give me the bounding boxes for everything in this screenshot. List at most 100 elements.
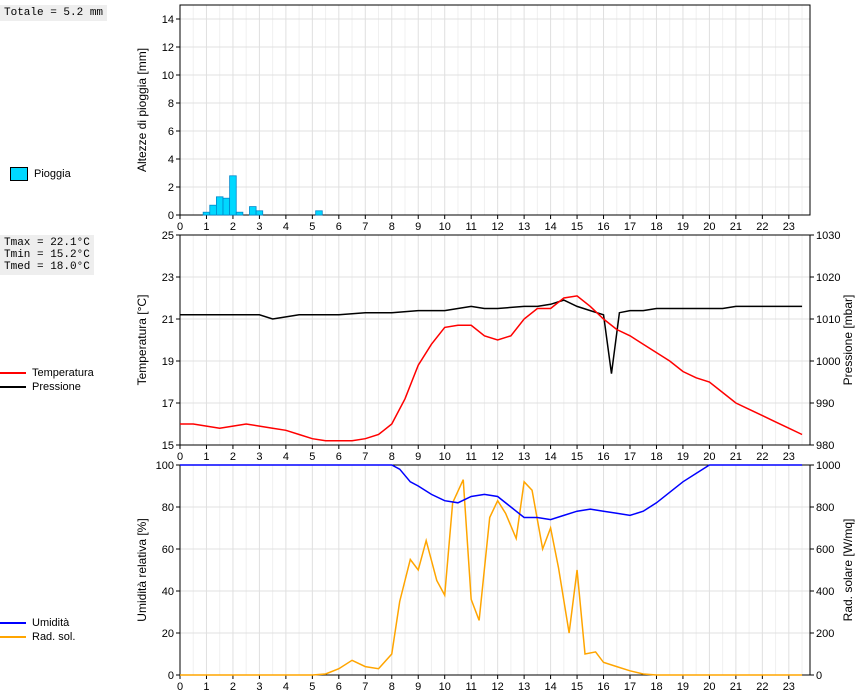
svg-text:5: 5 bbox=[309, 221, 315, 233]
svg-text:9: 9 bbox=[415, 681, 421, 690]
svg-text:20: 20 bbox=[703, 681, 715, 690]
legend-hum-label: Umidità bbox=[32, 617, 69, 629]
svg-text:600: 600 bbox=[816, 544, 834, 556]
legend-pressione: Pressione bbox=[0, 381, 94, 393]
svg-text:5: 5 bbox=[309, 681, 315, 690]
svg-text:6: 6 bbox=[336, 451, 342, 463]
svg-text:16: 16 bbox=[597, 451, 609, 463]
svg-text:Pressione [mbar]: Pressione [mbar] bbox=[841, 295, 855, 386]
svg-text:Altezze di pioggia [mm]: Altezze di pioggia [mm] bbox=[135, 48, 149, 172]
rain-swatch bbox=[10, 167, 28, 181]
svg-text:17: 17 bbox=[624, 221, 636, 233]
svg-text:10: 10 bbox=[439, 451, 451, 463]
rad-line-swatch bbox=[0, 636, 26, 638]
svg-text:10: 10 bbox=[162, 70, 174, 82]
press-line-swatch bbox=[0, 386, 26, 388]
svg-text:12: 12 bbox=[492, 681, 504, 690]
svg-text:6: 6 bbox=[336, 221, 342, 233]
svg-text:Temperatura [°C]: Temperatura [°C] bbox=[135, 295, 149, 386]
svg-text:14: 14 bbox=[544, 221, 556, 233]
svg-text:14: 14 bbox=[544, 681, 556, 690]
svg-text:Umidità relativa [%]: Umidità relativa [%] bbox=[135, 518, 149, 621]
svg-text:13: 13 bbox=[518, 451, 530, 463]
svg-text:15: 15 bbox=[571, 221, 583, 233]
svg-text:20: 20 bbox=[703, 221, 715, 233]
svg-text:18: 18 bbox=[650, 681, 662, 690]
svg-text:17: 17 bbox=[624, 681, 636, 690]
temp-line-swatch bbox=[0, 372, 26, 374]
legend-umidita: Umidità bbox=[0, 617, 75, 629]
svg-text:23: 23 bbox=[783, 451, 795, 463]
left-column: Totale = 5.2 mm Pioggia Tmax = 22.1°CTmi… bbox=[0, 0, 130, 695]
svg-text:11: 11 bbox=[465, 451, 476, 463]
svg-text:12: 12 bbox=[492, 451, 504, 463]
svg-text:0: 0 bbox=[177, 221, 183, 233]
temp-stats-box: Tmax = 22.1°CTmin = 15.2°CTmed = 18.0°C bbox=[0, 235, 94, 275]
svg-text:4: 4 bbox=[283, 451, 289, 463]
hum-line-swatch bbox=[0, 622, 26, 624]
svg-text:400: 400 bbox=[816, 586, 834, 598]
svg-text:16: 16 bbox=[597, 221, 609, 233]
svg-text:7: 7 bbox=[362, 681, 368, 690]
svg-text:22: 22 bbox=[756, 451, 768, 463]
svg-text:18: 18 bbox=[650, 221, 662, 233]
rain-total-box: Totale = 5.2 mm bbox=[0, 5, 107, 21]
legend-radsol: Rad. sol. bbox=[0, 631, 75, 643]
svg-text:13: 13 bbox=[518, 221, 530, 233]
svg-text:1000: 1000 bbox=[816, 460, 840, 472]
svg-text:25: 25 bbox=[162, 230, 174, 242]
svg-text:2: 2 bbox=[230, 221, 236, 233]
svg-text:16: 16 bbox=[597, 681, 609, 690]
svg-text:18: 18 bbox=[650, 451, 662, 463]
svg-text:2: 2 bbox=[168, 182, 174, 194]
svg-text:1: 1 bbox=[203, 451, 209, 463]
svg-text:800: 800 bbox=[816, 502, 834, 514]
svg-text:1: 1 bbox=[203, 681, 209, 690]
svg-text:2: 2 bbox=[230, 451, 236, 463]
svg-text:7: 7 bbox=[362, 451, 368, 463]
legend-rain: Pioggia bbox=[10, 167, 71, 181]
svg-text:22: 22 bbox=[756, 221, 768, 233]
svg-text:21: 21 bbox=[730, 451, 742, 463]
svg-text:8: 8 bbox=[168, 98, 174, 110]
svg-text:15: 15 bbox=[571, 451, 583, 463]
svg-text:20: 20 bbox=[162, 628, 174, 640]
svg-text:23: 23 bbox=[783, 681, 795, 690]
svg-text:21: 21 bbox=[730, 221, 742, 233]
svg-text:15: 15 bbox=[162, 440, 174, 452]
svg-text:19: 19 bbox=[677, 451, 689, 463]
svg-text:1000: 1000 bbox=[816, 356, 840, 368]
svg-text:80: 80 bbox=[162, 502, 174, 514]
svg-text:12: 12 bbox=[162, 42, 174, 54]
svg-text:0: 0 bbox=[177, 681, 183, 690]
legend-temp-label: Temperatura bbox=[32, 367, 94, 379]
svg-text:20: 20 bbox=[703, 451, 715, 463]
svg-text:12: 12 bbox=[492, 221, 504, 233]
svg-text:3: 3 bbox=[256, 681, 262, 690]
svg-text:990: 990 bbox=[816, 398, 834, 410]
svg-text:8: 8 bbox=[389, 681, 395, 690]
svg-text:1020: 1020 bbox=[816, 272, 840, 284]
svg-text:10: 10 bbox=[439, 221, 451, 233]
svg-text:0: 0 bbox=[168, 670, 174, 682]
svg-text:8: 8 bbox=[389, 221, 395, 233]
svg-text:3: 3 bbox=[256, 221, 262, 233]
svg-text:8: 8 bbox=[389, 451, 395, 463]
svg-text:21: 21 bbox=[730, 681, 742, 690]
svg-text:17: 17 bbox=[162, 398, 174, 410]
svg-text:40: 40 bbox=[162, 586, 174, 598]
svg-text:21: 21 bbox=[162, 314, 174, 326]
svg-text:5: 5 bbox=[309, 451, 315, 463]
svg-text:6: 6 bbox=[168, 126, 174, 138]
svg-text:3: 3 bbox=[256, 451, 262, 463]
svg-text:22: 22 bbox=[756, 681, 768, 690]
svg-text:4: 4 bbox=[168, 154, 174, 166]
svg-text:9: 9 bbox=[415, 221, 421, 233]
svg-text:980: 980 bbox=[816, 440, 834, 452]
svg-text:15: 15 bbox=[571, 681, 583, 690]
svg-text:1: 1 bbox=[203, 221, 209, 233]
legend-press-label: Pressione bbox=[32, 381, 81, 393]
plot-svg: 0246810121401234567891011121314151617181… bbox=[130, 0, 860, 690]
svg-text:13: 13 bbox=[518, 681, 530, 690]
svg-text:23: 23 bbox=[783, 221, 795, 233]
